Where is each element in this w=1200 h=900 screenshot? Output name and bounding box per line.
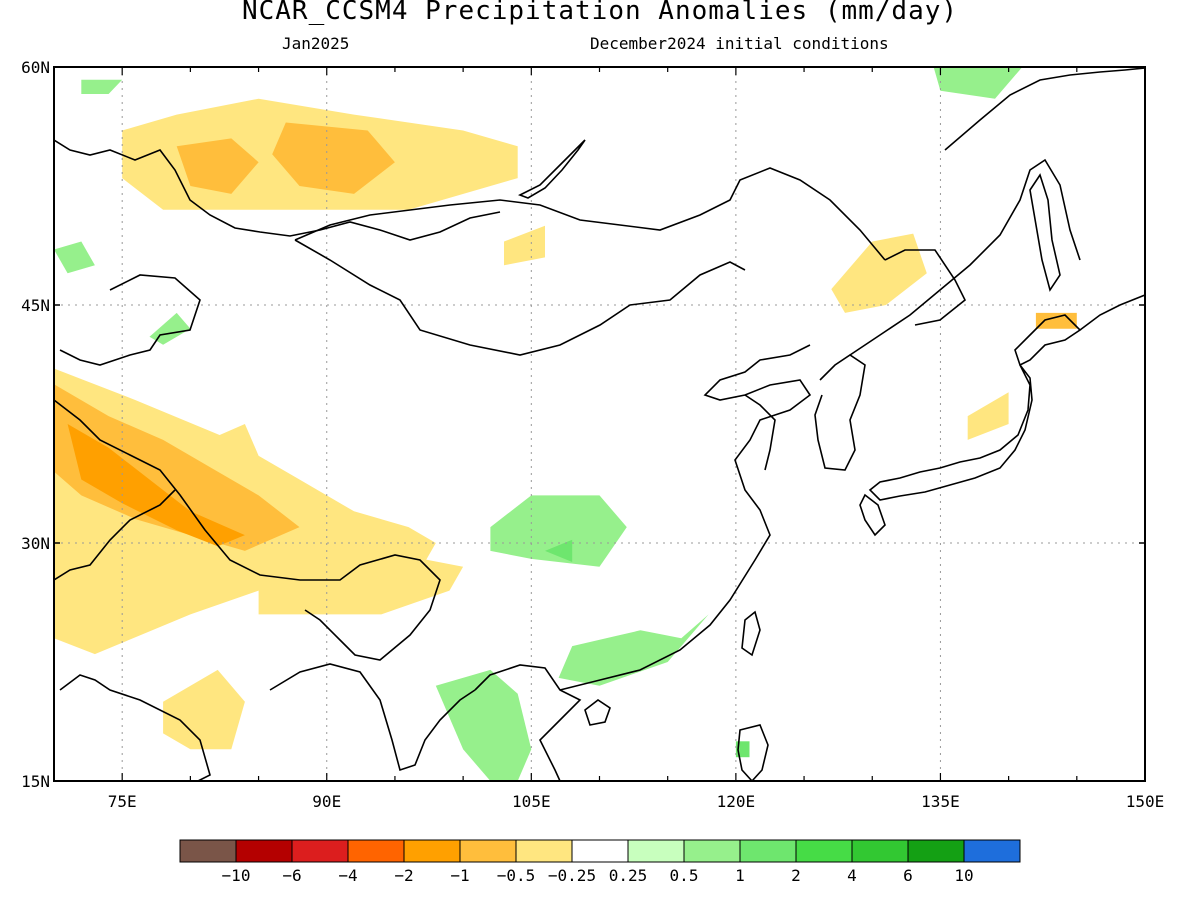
anomaly-shading — [54, 67, 1077, 781]
colorbar-label: 6 — [903, 866, 913, 885]
gridlines — [54, 67, 1145, 781]
kyushu — [859, 493, 886, 537]
anomaly-region-16 — [435, 669, 532, 781]
anomaly-region-6 — [258, 558, 464, 615]
luzon — [737, 724, 769, 781]
anomaly-region-4 — [54, 384, 300, 551]
anomaly-region-9 — [504, 225, 545, 266]
colorbar-swatch — [459, 839, 517, 863]
colorbar-swatch — [179, 839, 237, 863]
anomaly-region-8 — [190, 424, 259, 464]
colorbar-label: −2 — [394, 866, 413, 885]
anomaly-region-18 — [81, 79, 123, 94]
yellow-sea-coast — [744, 394, 776, 471]
taiwan — [741, 610, 761, 657]
kamchatka-kurils — [1079, 294, 1145, 331]
anomaly-region-13 — [490, 495, 627, 567]
border-india-west — [54, 489, 176, 581]
anomaly-region-7 — [163, 669, 245, 750]
map-title: NCAR_CCSM4 Precipitation Anomalies (mm/d… — [241, 0, 959, 26]
coastline-north-siberia — [54, 139, 501, 241]
coastlines — [54, 67, 1145, 781]
colorbar-swatch — [627, 839, 685, 863]
lon-tick-label: 135E — [921, 792, 960, 811]
anomaly-region-14 — [545, 539, 573, 562]
hokkaido — [1014, 314, 1082, 367]
sakhalin-island — [1029, 173, 1061, 292]
colorbar-label: 0.25 — [609, 866, 648, 885]
lon-tick-label: 75E — [108, 792, 137, 811]
coast-indochina — [474, 664, 582, 781]
colorbar-label: −4 — [338, 866, 357, 885]
colorbar-swatch — [403, 839, 461, 863]
coast-okhotsk — [944, 67, 1145, 151]
forecast-month: Jan2025 — [282, 34, 350, 53]
anomaly-region-10 — [831, 233, 927, 313]
coast-india-east — [59, 674, 211, 781]
initial-conditions: December2024 initial conditions — [590, 34, 889, 53]
anomaly-region-12 — [967, 392, 1009, 440]
lake-baikal — [518, 139, 586, 199]
border-amur — [884, 249, 967, 326]
colorbar-swatch — [795, 839, 853, 863]
anomaly-region-5 — [67, 424, 245, 547]
anomaly-region-17 — [54, 241, 95, 274]
lat-tick-label: 15N — [21, 772, 50, 791]
coast-russian-far-east — [849, 158, 1081, 356]
colorbar-label: −0.5 — [497, 866, 536, 885]
coast-korea — [814, 354, 866, 471]
lat-tick-label: 60N — [21, 58, 50, 77]
colorbar-label: 1 — [735, 866, 745, 885]
hainan — [584, 699, 611, 726]
anomaly-region-1 — [176, 138, 259, 194]
colorbar-swatch — [235, 839, 293, 863]
lon-tick-label: 90E — [312, 792, 341, 811]
honshu — [868, 364, 1033, 501]
coast-china-east — [559, 344, 812, 691]
anomaly-region-19 — [149, 312, 191, 345]
lon-tick-label: 105E — [512, 792, 551, 811]
colorbar-label: 10 — [954, 866, 973, 885]
colorbar-label: 2 — [791, 866, 801, 885]
anomaly-region-15 — [558, 614, 709, 686]
lon-tick-label: 120E — [717, 792, 756, 811]
colorbar-swatch — [515, 839, 573, 863]
colorbar-swatch — [571, 839, 629, 863]
anomaly-region-2 — [272, 122, 395, 194]
coast-bay-of-bengal — [269, 663, 476, 772]
axis-ticks: 60N 45N 30N 15N 75E 90E 105E 120E 135E 150E — [21, 58, 1164, 811]
colorbar-swatch — [963, 839, 1021, 863]
anomaly-region-20 — [933, 67, 1023, 99]
border-kazakhstan — [59, 274, 201, 366]
colorbar-swatch — [907, 839, 965, 863]
colorbar: −10 −6 −4 −2 −1 −0.5 −0.25 0.25 0.5 1 2 4 6 10 — [179, 839, 1021, 885]
colorbar-label: 0.5 — [670, 866, 699, 885]
lat-tick-label: 45N — [21, 296, 50, 315]
colorbar-label: −0.25 — [548, 866, 596, 885]
colorbar-swatch — [347, 839, 405, 863]
colorbar-swatch — [683, 839, 741, 863]
lat-tick-label: 30N — [21, 534, 50, 553]
border-mongolia-south — [294, 239, 746, 356]
colorbar-swatch — [851, 839, 909, 863]
colorbar-swatch — [739, 839, 797, 863]
colorbar-label: −6 — [282, 866, 301, 885]
colorbar-label: 4 — [847, 866, 857, 885]
border-himalaya — [54, 399, 441, 661]
colorbar-label: −1 — [450, 866, 469, 885]
colorbar-swatch — [291, 839, 349, 863]
border-mongolia-north — [294, 167, 886, 261]
colorbar-label: −10 — [222, 866, 251, 885]
lon-tick-label: 150E — [1126, 792, 1165, 811]
